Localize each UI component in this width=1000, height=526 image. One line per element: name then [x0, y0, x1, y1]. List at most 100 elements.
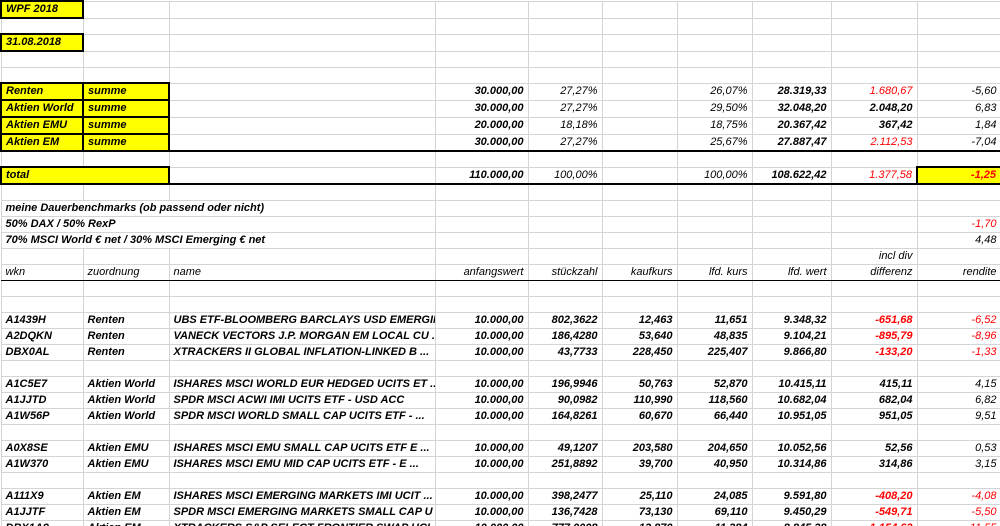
empty-cell[interactable] [830, 150, 918, 168]
pos-zuordnung[interactable]: Aktien EM [82, 503, 170, 521]
empty-cell[interactable] [601, 279, 678, 297]
total-wert[interactable]: 108.622,42 [751, 166, 832, 185]
total-anfangswert[interactable]: 110.000,00 [434, 166, 529, 185]
empty-cell[interactable] [0, 50, 84, 68]
pos-lfd-kurs[interactable]: 204,650 [676, 439, 753, 457]
empty-cell[interactable] [527, 471, 603, 489]
summary-rendite[interactable]: -5,60 [916, 82, 1000, 101]
pos-differenz[interactable]: -651,68 [830, 311, 918, 329]
empty-cell[interactable] [676, 66, 753, 84]
pos-stueckzahl[interactable]: 43,7733 [527, 343, 603, 361]
empty-cell[interactable] [751, 183, 832, 201]
summary-rendite[interactable]: -7,04 [916, 133, 1000, 152]
total-differenz[interactable]: 1.377,58 [830, 166, 918, 185]
pos-stueckzahl[interactable]: 49,1207 [527, 439, 603, 457]
summary-pct-ist[interactable]: 26,07% [676, 82, 753, 101]
pos-lfd-wert[interactable]: 9.348,32 [751, 311, 832, 329]
empty-cell[interactable] [527, 199, 603, 217]
col-header-zuordnung[interactable]: zuordnung [82, 263, 170, 281]
pos-lfd-wert[interactable]: 9.450,29 [751, 503, 832, 521]
pos-wkn[interactable]: DBX0AL [0, 343, 84, 361]
empty-cell[interactable] [601, 99, 678, 118]
empty-cell[interactable] [601, 199, 678, 217]
empty-cell[interactable] [676, 247, 753, 265]
empty-cell[interactable] [601, 82, 678, 101]
pos-wkn[interactable]: DBX1A9 [0, 519, 84, 526]
pos-stueckzahl[interactable]: 398,2477 [527, 487, 603, 505]
empty-cell[interactable] [168, 82, 436, 101]
pos-stueckzahl[interactable]: 136,7428 [527, 503, 603, 521]
summary-differenz[interactable]: 2.048,20 [830, 99, 918, 118]
empty-cell[interactable] [751, 359, 832, 377]
empty-cell[interactable] [527, 150, 603, 168]
pos-kaufkurs[interactable]: 39,700 [601, 455, 678, 473]
pos-name[interactable]: ISHARES MSCI WORLD EUR HEDGED UCITS ET .… [168, 375, 436, 393]
summary-label[interactable]: Aktien World [0, 99, 84, 118]
pos-wkn[interactable]: A1JJTF [0, 503, 84, 521]
pos-rendite[interactable]: 4,15 [916, 375, 1000, 393]
empty-cell[interactable] [830, 423, 918, 441]
pos-differenz[interactable]: 951,05 [830, 407, 918, 425]
pos-differenz[interactable]: 415,11 [830, 375, 918, 393]
summary-differenz[interactable]: 367,42 [830, 116, 918, 135]
col-header-wkn[interactable]: wkn [0, 263, 84, 281]
pos-anfangswert[interactable]: 10.000,00 [434, 327, 529, 345]
empty-cell[interactable] [601, 116, 678, 135]
empty-cell[interactable] [676, 279, 753, 297]
col-header-rendite[interactable]: rendite [916, 263, 1000, 281]
empty-cell[interactable] [434, 423, 529, 441]
empty-cell[interactable] [434, 17, 529, 35]
pos-name[interactable]: VANECK VECTORS J.P. MORGAN EM LOCAL CU .… [168, 327, 436, 345]
pos-anfangswert[interactable]: 10.000,00 [434, 455, 529, 473]
pos-kaufkurs[interactable]: 73,130 [601, 503, 678, 521]
empty-cell[interactable] [676, 150, 753, 168]
empty-cell[interactable] [168, 247, 436, 265]
pos-zuordnung[interactable]: Renten [82, 311, 170, 329]
empty-cell[interactable] [751, 0, 832, 19]
empty-cell[interactable] [751, 279, 832, 297]
empty-cell[interactable] [916, 66, 1000, 84]
empty-cell[interactable] [830, 231, 918, 249]
col-header-lfd-kurs[interactable]: lfd. kurs [676, 263, 753, 281]
empty-cell[interactable] [434, 0, 529, 19]
col-header-kaufkurs[interactable]: kaufkurs [601, 263, 678, 281]
empty-cell[interactable] [830, 33, 918, 52]
summary-pct-ist[interactable]: 25,67% [676, 133, 753, 152]
pos-zuordnung[interactable]: Aktien World [82, 375, 170, 393]
summary-wert[interactable]: 20.367,42 [751, 116, 832, 135]
pos-lfd-kurs[interactable]: 24,085 [676, 487, 753, 505]
empty-cell[interactable] [168, 66, 436, 84]
summary-anfangswert[interactable]: 30.000,00 [434, 99, 529, 118]
empty-cell[interactable] [601, 247, 678, 265]
empty-cell[interactable] [676, 215, 753, 233]
pos-zuordnung[interactable]: Renten [82, 327, 170, 345]
pos-kaufkurs[interactable]: 25,110 [601, 487, 678, 505]
pos-anfangswert[interactable]: 10.000,00 [434, 503, 529, 521]
empty-cell[interactable] [830, 215, 918, 233]
empty-cell[interactable] [916, 199, 1000, 217]
benchmark-rendite[interactable]: -1,70 [916, 215, 1000, 233]
empty-cell[interactable] [168, 423, 436, 441]
empty-cell[interactable] [916, 150, 1000, 168]
col-header-name[interactable]: name [168, 263, 436, 281]
pos-name[interactable]: XTRACKERS S&P SELECT FRONTIER SWAP UCI .… [168, 519, 436, 526]
summary-rendite[interactable]: 1,84 [916, 116, 1000, 135]
empty-cell[interactable] [751, 66, 832, 84]
empty-cell[interactable] [527, 0, 603, 19]
empty-cell[interactable] [168, 183, 436, 201]
empty-cell[interactable] [434, 247, 529, 265]
pos-rendite[interactable]: 9,51 [916, 407, 1000, 425]
empty-cell[interactable] [527, 50, 603, 68]
pos-lfd-kurs[interactable]: 225,407 [676, 343, 753, 361]
pos-lfd-kurs[interactable]: 69,110 [676, 503, 753, 521]
pos-stueckzahl[interactable]: 802,3622 [527, 311, 603, 329]
pos-lfd-kurs[interactable]: 40,950 [676, 455, 753, 473]
empty-cell[interactable] [527, 359, 603, 377]
pos-wkn[interactable]: A1C5E7 [0, 375, 84, 393]
empty-cell[interactable] [434, 66, 529, 84]
pos-lfd-wert[interactable]: 10.415,11 [751, 375, 832, 393]
empty-cell[interactable] [82, 33, 170, 52]
summary-anfangswert[interactable]: 30.000,00 [434, 82, 529, 101]
empty-cell[interactable] [0, 359, 84, 377]
empty-cell[interactable] [601, 231, 678, 249]
